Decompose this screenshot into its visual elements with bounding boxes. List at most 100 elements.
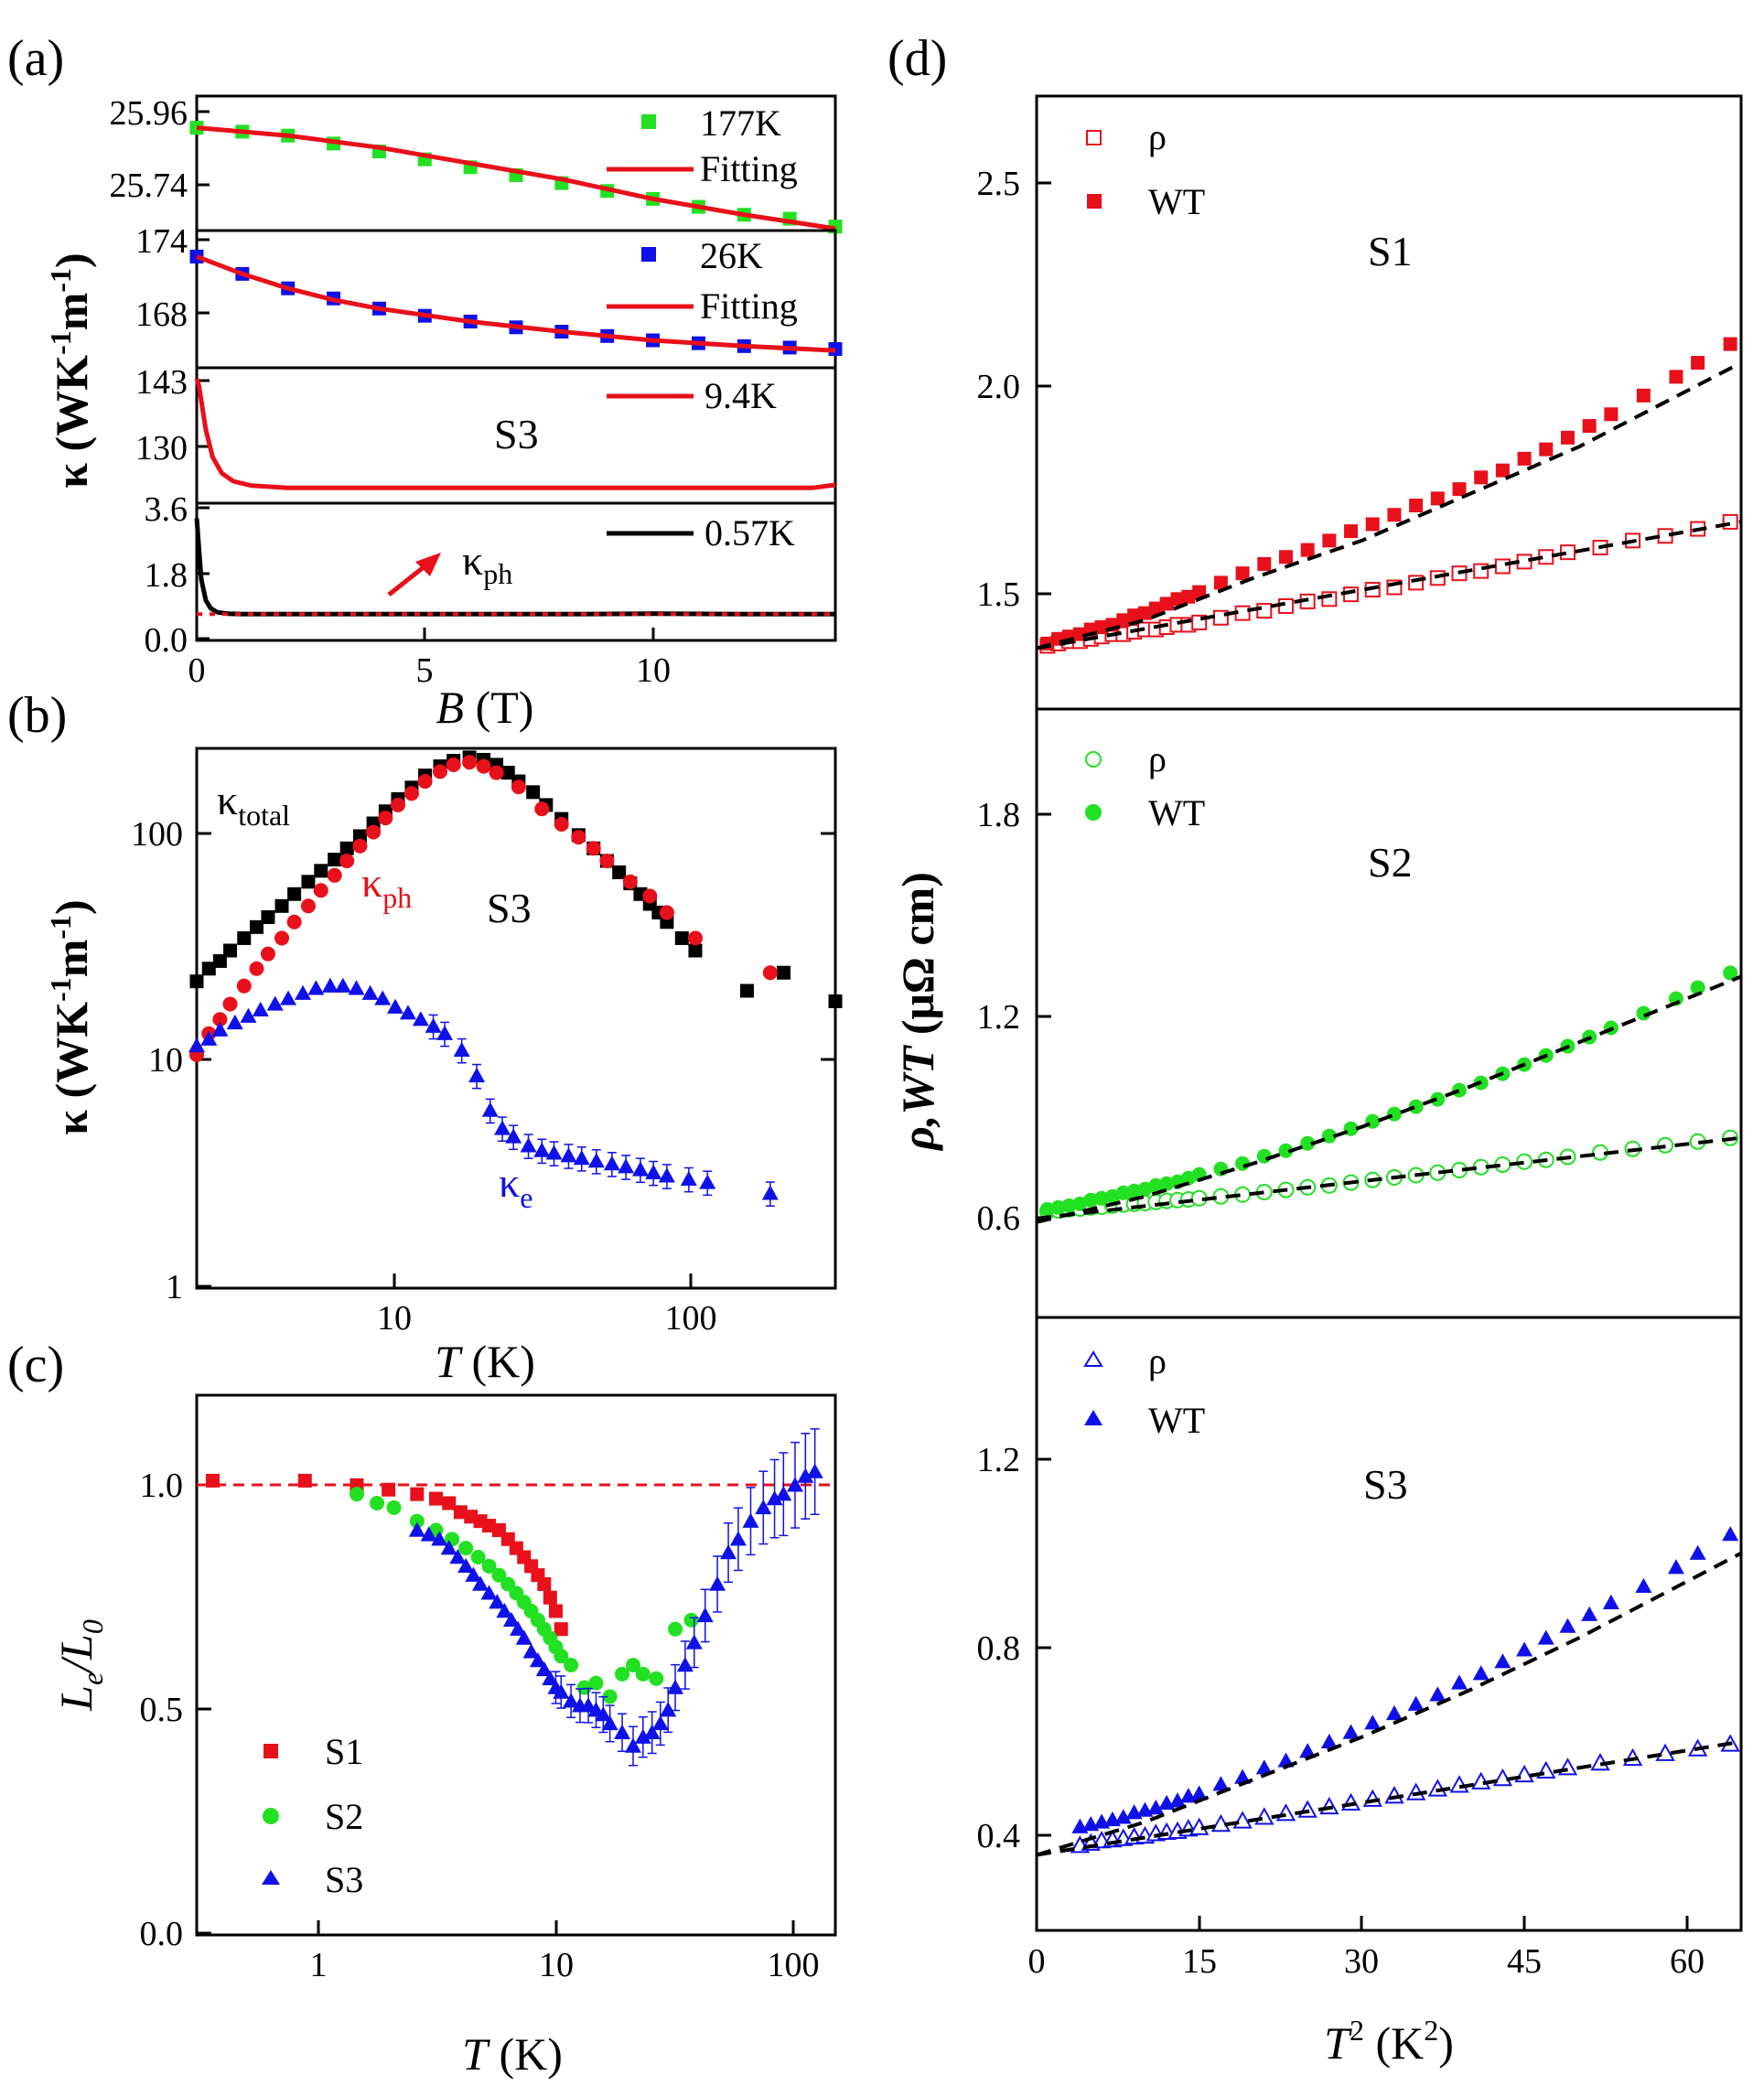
- d3-ytick-2: 1.2: [977, 1441, 1021, 1479]
- point-c-s2-1-22: [602, 1689, 618, 1704]
- point-d3-wt-1-19: [1364, 1714, 1382, 1730]
- point-c-s3-2-19: [553, 1683, 570, 1699]
- c-ytick-2: 1.0: [140, 1467, 184, 1505]
- point-b-e-2-17: [412, 1011, 429, 1027]
- point-c-s3-2-20: [563, 1693, 580, 1708]
- point-b-e-2-28: [560, 1147, 577, 1163]
- point-b-e-2-38: [761, 1185, 779, 1200]
- point-c-s3-2-6: [465, 1566, 482, 1582]
- point-c-s3-2-30: [651, 1714, 669, 1731]
- point-b-ph-1-10: [313, 883, 328, 898]
- a4-xticks: [195, 628, 655, 640]
- point-b-total-0-24: [500, 766, 515, 780]
- point-c-s3-2-26: [614, 1724, 631, 1739]
- point-b-e-2-18: [425, 1017, 442, 1033]
- b-xtick-1: 100: [665, 1299, 717, 1338]
- point-d3-wt-1-28: [1559, 1618, 1576, 1633]
- point-c-s3-2-9: [489, 1594, 506, 1609]
- point-d1-wt-1-34: [1636, 388, 1651, 403]
- point-b-e-2-27: [545, 1145, 563, 1160]
- point-d1-wt-1-37: [1723, 337, 1737, 351]
- b-ytick-0: 1: [166, 1268, 183, 1306]
- legend-d1: ρ WT: [1086, 116, 1205, 222]
- point-b-total-0-7: [274, 898, 289, 913]
- point-b-ph-1-6: [260, 946, 275, 962]
- point-b-ph-1-33: [687, 930, 703, 946]
- legend-d2-label-rho: ρ: [1148, 738, 1167, 779]
- point-b-e-2-0: [188, 1037, 205, 1053]
- series-a3: [194, 378, 836, 490]
- point-b-e-2-7: [279, 990, 296, 1005]
- point-c-s3-2-34: [685, 1634, 703, 1650]
- point-b-e-2-34: [645, 1164, 662, 1180]
- series-a1: [189, 121, 843, 234]
- point-d1--0-17: [1256, 603, 1273, 619]
- point-b-total-0-1: [201, 962, 216, 976]
- point-b-ph-1-8: [286, 914, 302, 930]
- legend-d1-marker-rho: [1086, 130, 1102, 145]
- point-b-e-2-33: [631, 1161, 649, 1177]
- a4-xtick-2: 10: [636, 651, 671, 690]
- point-c-s2-1-19: [564, 1658, 579, 1672]
- point-d3-wt-1-20: [1385, 1704, 1403, 1721]
- point-c-s3-2-3: [440, 1540, 457, 1555]
- point-c-s1-0-0: [206, 1473, 220, 1488]
- point-b-ph-1-29: [599, 854, 615, 869]
- point-d3-wt-1-25: [1494, 1653, 1511, 1669]
- legend-d3-marker-rho: [1083, 1350, 1103, 1367]
- point-c-s1-0-19: [548, 1604, 563, 1618]
- a3-ytick-0: 143: [135, 363, 188, 402]
- panel-label-c: (c): [7, 1337, 64, 1393]
- line-a3-94k-0: [194, 378, 836, 490]
- point-b-ph-1-11: [327, 867, 342, 883]
- point-b-total-0-40: [739, 984, 754, 998]
- point-c-s3-2-31: [660, 1702, 677, 1717]
- point-b-ph-1-16: [390, 797, 405, 812]
- line-d1-fitwt-3: [1036, 360, 1742, 650]
- point-d3--0-17: [1319, 1796, 1339, 1815]
- a4-label-kph: κph: [462, 537, 512, 590]
- d3-xticks: [1035, 1916, 1689, 1930]
- point-d1-wt-1-32: [1582, 419, 1597, 434]
- point-d2-wt-1-37: [1723, 965, 1738, 981]
- point-d1-wt-1-27: [1474, 470, 1489, 485]
- point-c-s3-2-4: [449, 1549, 467, 1564]
- a4-arrow-head: [415, 553, 441, 576]
- point-b-ph-1-24: [511, 779, 526, 795]
- d3-xtick-1: 15: [1182, 1942, 1217, 1981]
- point-d3-wt-1-18: [1342, 1724, 1360, 1739]
- point-d2-wt-1-34: [1636, 1005, 1651, 1021]
- d2-ytick-2: 1.8: [977, 796, 1021, 834]
- d3-ytick-0: 0.4: [977, 1817, 1021, 1855]
- point-d1-wt-1-19: [1300, 543, 1315, 557]
- point-c-s3-2-0: [408, 1521, 425, 1537]
- point-b-e-2-25: [520, 1137, 537, 1153]
- legend-d3-marker-wt: [1084, 1410, 1102, 1425]
- point-c-s3-2-37: [720, 1544, 737, 1560]
- panel-label-d: (d): [887, 30, 947, 87]
- point-d3--0-14: [1254, 1807, 1275, 1825]
- point-d2-wt-1-19: [1300, 1135, 1316, 1151]
- panel-label-b: (b): [7, 687, 67, 744]
- d1-ytick-0: 1.5: [977, 575, 1021, 614]
- point-c-s2-1-24: [625, 1658, 640, 1672]
- d1-ytick-1: 2.0: [977, 368, 1021, 406]
- d-xlabel: T2 (K2): [1324, 2014, 1454, 2069]
- point-b-e-2-1: [200, 1030, 218, 1046]
- point-c-s3-2-39: [742, 1512, 759, 1528]
- point-d1-wt-1-31: [1560, 430, 1575, 445]
- point-d1-wt-1-29: [1517, 451, 1532, 466]
- point-c-s1-0-20: [554, 1622, 568, 1637]
- legend-a3-label-9-4k: 9.4K: [705, 375, 777, 416]
- point-a1-177k-0-0: [189, 121, 204, 135]
- d3-xtick-0: 0: [1028, 1942, 1046, 1981]
- point-d3-wt-1-33: [1689, 1544, 1706, 1560]
- point-c-s2-1-28: [683, 1612, 699, 1628]
- point-c-s3-2-11: [502, 1611, 520, 1628]
- point-d2-wt-1-7: [1115, 1185, 1131, 1200]
- point-b-ph-1-30: [622, 874, 638, 889]
- point-d3--0-18: [1340, 1792, 1361, 1811]
- point-d3-wt-1-32: [1667, 1559, 1684, 1575]
- c-xtick-0: 1: [310, 1946, 328, 1984]
